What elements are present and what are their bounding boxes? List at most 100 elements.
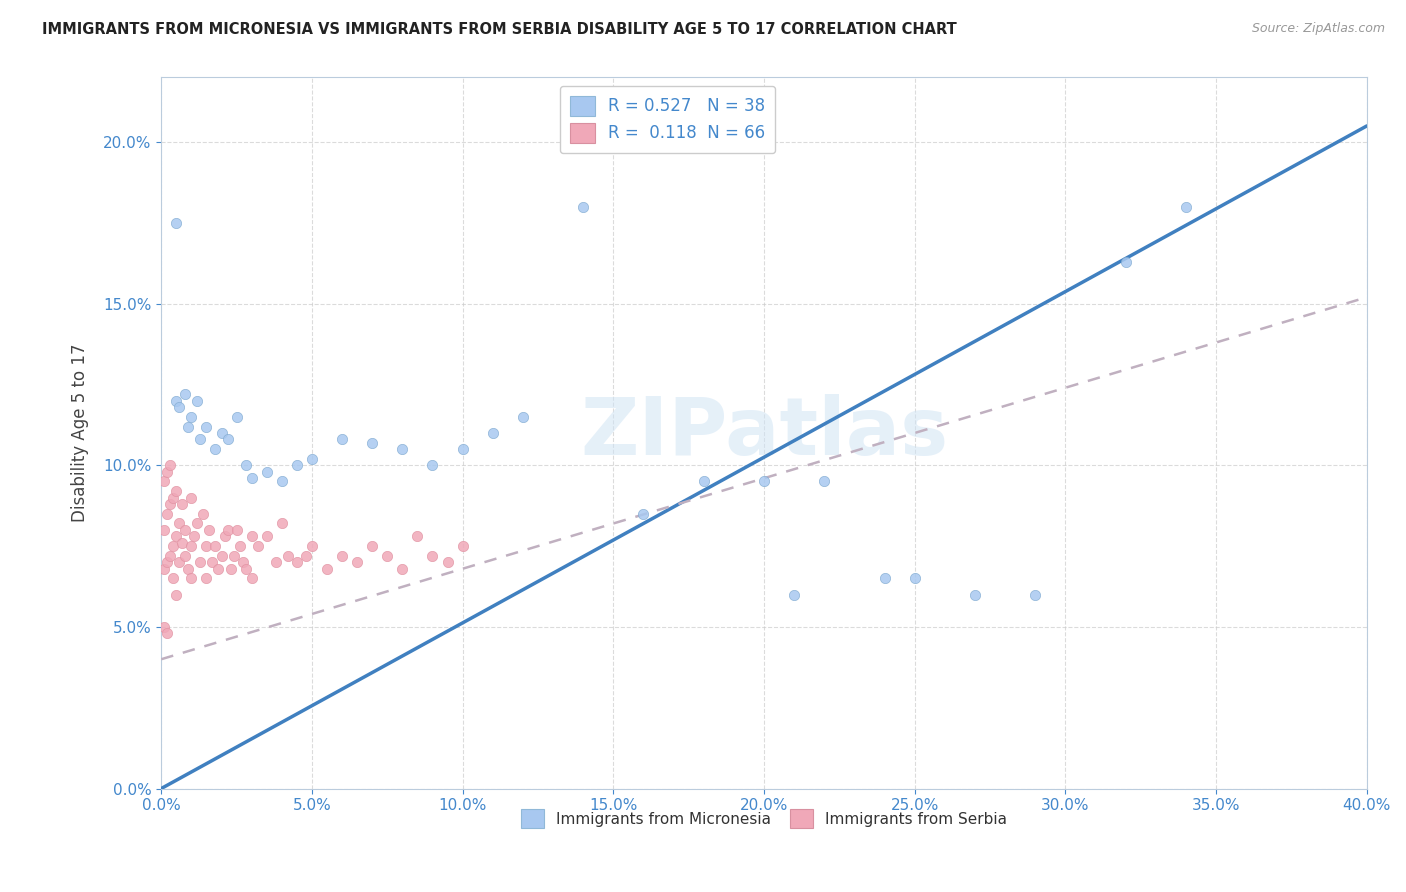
Point (180, 491, 202, 505)
Point (783, 588, 806, 602)
Point (207, 562, 229, 576)
Point (240, 571, 263, 585)
Point (153, 475, 176, 489)
Point (436, 555, 458, 569)
Point (963, 588, 986, 602)
Point (156, 465, 179, 479)
Point (222, 549, 245, 563)
Point (1115, 254, 1137, 268)
Point (235, 562, 257, 576)
Point (375, 549, 398, 563)
Point (190, 555, 212, 569)
Point (153, 620, 176, 634)
Point (330, 549, 353, 563)
Point (391, 562, 413, 576)
Point (174, 523, 197, 537)
Point (211, 549, 233, 563)
Point (217, 433, 239, 447)
Point (270, 516, 292, 531)
Y-axis label: Disability Age 5 to 17: Disability Age 5 to 17 (72, 343, 89, 522)
Point (451, 539, 474, 553)
Point (153, 562, 176, 576)
Point (301, 451, 323, 466)
Point (693, 475, 716, 489)
Point (232, 555, 254, 569)
Point (165, 393, 187, 408)
Point (204, 539, 226, 553)
Point (451, 442, 474, 457)
Point (512, 409, 534, 424)
Point (172, 497, 194, 511)
Point (211, 425, 233, 440)
Point (285, 458, 308, 473)
Point (633, 507, 655, 521)
Point (193, 507, 215, 521)
Point (180, 571, 202, 585)
Text: IMMIGRANTS FROM MICRONESIA VS IMMIGRANTS FROM SERBIA DISABILITY AGE 5 TO 17 CORR: IMMIGRANTS FROM MICRONESIA VS IMMIGRANTS… (42, 22, 957, 37)
Point (361, 539, 384, 553)
Point (270, 475, 292, 489)
Point (256, 465, 278, 479)
Point (217, 523, 239, 537)
Point (904, 571, 927, 585)
Point (873, 571, 896, 585)
Point (153, 523, 176, 537)
Point (361, 435, 384, 450)
Point (186, 393, 208, 408)
Point (177, 419, 200, 434)
Text: ZIPatlas: ZIPatlas (579, 394, 948, 472)
Point (256, 529, 278, 543)
Point (240, 471, 263, 485)
Point (264, 555, 287, 569)
Point (174, 387, 197, 401)
Point (813, 475, 835, 489)
Point (169, 400, 191, 414)
Point (159, 497, 181, 511)
Point (177, 562, 200, 576)
Text: Source: ZipAtlas.com: Source: ZipAtlas.com (1251, 22, 1385, 36)
Point (1175, 200, 1198, 214)
Point (165, 529, 187, 543)
Point (172, 536, 194, 550)
Point (159, 458, 181, 473)
Point (169, 555, 191, 569)
Point (156, 507, 179, 521)
Point (162, 539, 184, 553)
Point (162, 491, 184, 505)
Point (165, 588, 187, 602)
Point (295, 549, 318, 563)
Point (195, 419, 218, 434)
Point (481, 425, 503, 440)
Point (198, 523, 221, 537)
Point (301, 539, 323, 553)
Point (228, 539, 250, 553)
Point (225, 409, 247, 424)
Point (156, 626, 179, 640)
Point (225, 523, 247, 537)
Point (330, 433, 353, 447)
Point (190, 433, 212, 447)
Point (186, 516, 208, 531)
Point (174, 549, 197, 563)
Point (165, 484, 187, 499)
Point (180, 409, 202, 424)
Point (165, 216, 187, 230)
Point (391, 442, 413, 457)
Point (1024, 588, 1046, 602)
Point (169, 516, 191, 531)
Point (752, 475, 775, 489)
Point (246, 539, 269, 553)
Point (240, 529, 263, 543)
Point (316, 562, 339, 576)
Point (346, 555, 368, 569)
Point (204, 442, 226, 457)
Point (235, 458, 257, 473)
Point (195, 571, 218, 585)
Point (195, 539, 218, 553)
Point (159, 549, 181, 563)
Point (572, 200, 595, 214)
Point (162, 571, 184, 585)
Point (406, 529, 429, 543)
Point (422, 549, 444, 563)
Point (201, 555, 224, 569)
